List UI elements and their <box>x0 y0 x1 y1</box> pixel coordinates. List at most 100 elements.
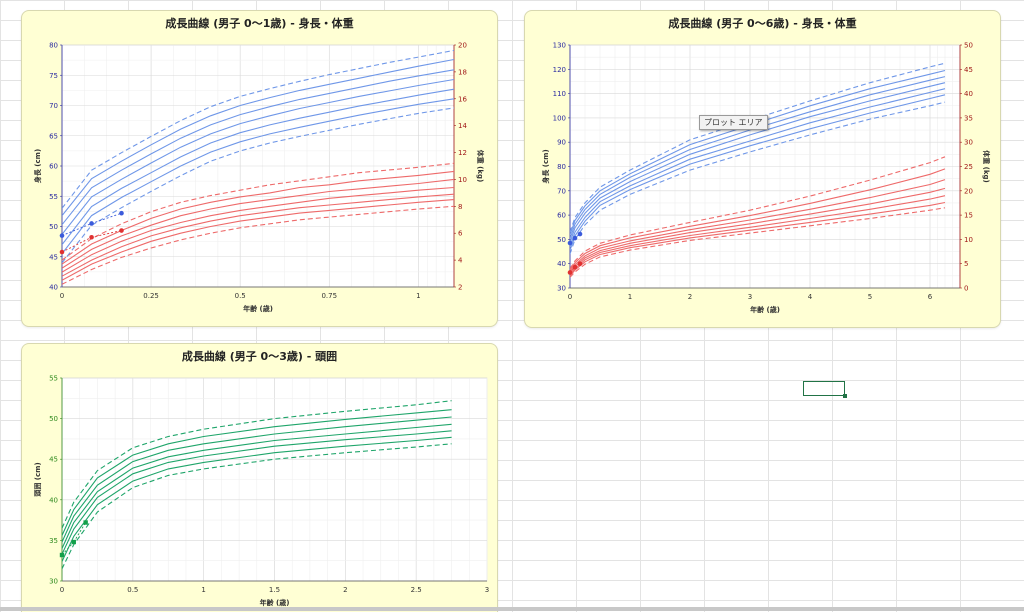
y2-tick-label: 20 <box>458 42 467 50</box>
weight-point <box>59 249 65 255</box>
y-tick-label: 130 <box>553 42 566 50</box>
y2-tick-label: 45 <box>964 66 973 74</box>
y2-tick-label: 30 <box>964 139 973 147</box>
x-tick-label: 3 <box>748 293 752 301</box>
y-tick-label: 45 <box>49 253 58 261</box>
x-axis-label: 年齢 (歳) <box>750 305 780 314</box>
y-tick-label: 75 <box>49 72 58 80</box>
chart-height-weight-0-1[interactable]: 成長曲線 (男子 0～1歳) - 身長・体重0 0.25 0.5 0.75 140455… <box>22 11 497 326</box>
y2-tick-label: 40 <box>964 90 973 98</box>
x-tick-label: 3 <box>485 586 489 594</box>
chart-panel-height-weight-0-1[interactable]: 成長曲線 (男子 0～1歳) - 身長・体重 0 0.25 0.5 0.75 1 40 45 5… <box>21 10 498 327</box>
y2-tick-label: 18 <box>458 68 467 76</box>
y2-tick-label: 15 <box>964 212 973 220</box>
height-percentile-line <box>570 62 946 233</box>
x-tick-label: 4 <box>808 293 813 301</box>
head-point-link <box>62 541 75 556</box>
x-tick-label: 2.5 <box>411 586 422 594</box>
weight-percentile-line <box>570 156 946 269</box>
series-group <box>62 49 454 285</box>
y-tick-label: 55 <box>49 193 58 201</box>
y-tick-label: 35 <box>49 537 58 545</box>
y-tick-label: 30 <box>49 578 58 586</box>
y2-tick-label: 4 <box>458 257 463 265</box>
x-tick-label: 1 <box>201 586 205 594</box>
chart-title: 成長曲線 (男子 0～3歳) - 頭囲 <box>182 349 337 363</box>
selected-cell[interactable] <box>803 381 847 398</box>
height-percentile-line <box>62 49 454 209</box>
weight-point <box>567 270 573 275</box>
y2-tick-label: 50 <box>964 42 973 50</box>
chart-head-circumference[interactable]: 成長曲線 (男子 0～3歳) - 頭囲 0 0.5 1 1.5 2 2.5 3 30 35 40 45… <box>22 344 497 612</box>
y-tick-label: 40 <box>49 284 58 292</box>
height-percentile-line <box>62 107 454 264</box>
y-tick-label: 50 <box>557 236 566 244</box>
y-tick-label: 60 <box>49 163 58 171</box>
y2-axis-label: 体重 (kg) <box>982 150 991 183</box>
weight-percentile-line <box>570 187 946 274</box>
y2-tick-label: 2 <box>458 284 462 292</box>
weight-point-link <box>62 236 92 253</box>
height-percentile-line <box>570 76 946 239</box>
height-percentile-line <box>62 69 454 226</box>
height-point <box>577 231 583 237</box>
chart-title: 成長曲線 (男子 0～1歳) - 身長・体重 <box>165 16 353 30</box>
height-percentile-line <box>570 88 946 247</box>
weight-point-link <box>91 230 122 238</box>
head-percentile-line <box>62 400 452 529</box>
height-percentile-line <box>570 101 946 255</box>
sheet-bottom-bar <box>0 607 1024 611</box>
x-tick-label: 2 <box>688 293 692 301</box>
y-tick-label: 65 <box>49 132 58 140</box>
y2-tick-label: 5 <box>964 260 968 268</box>
height-percentile-line <box>570 82 946 243</box>
head-point <box>59 552 65 558</box>
weight-point <box>89 234 94 240</box>
y-tick-label: 100 <box>553 114 566 122</box>
chart-panel-head-circumference[interactable]: 成長曲線 (男子 0～3歳) - 頭囲 0 0.5 1 1.5 2 2.5 3 30 35 40 45… <box>21 343 498 612</box>
chart-height-weight-0-6[interactable]: 成長曲線 (男子 0～6歳) - 身長・体重0 1 2 3 4 5 630405060708… <box>525 11 1000 327</box>
x-tick-label: 1.5 <box>269 586 280 594</box>
height-point <box>89 221 94 226</box>
chart-panel-height-weight-0-6[interactable]: 成長曲線 (男子 0～6歳) - 身長・体重 0 1 2 3 4 5 6 30 40 50 60 70 8… <box>524 10 1001 328</box>
y-tick-label: 80 <box>49 42 58 50</box>
head-point <box>83 520 88 525</box>
y-axis-label: 身長 (cm) <box>541 149 550 184</box>
height-point <box>567 240 573 246</box>
y2-axis-label: 体重 (kg) <box>476 150 485 183</box>
head-percentile-line <box>62 430 452 555</box>
weight-point <box>119 228 124 233</box>
x-tick-label: 2 <box>343 586 347 594</box>
y2-tick-label: 10 <box>458 176 467 184</box>
plot-area-tooltip: プロット エリア <box>699 115 768 130</box>
y-tick-label: 40 <box>49 496 58 504</box>
height-percentile-line <box>62 98 454 255</box>
height-point <box>119 210 124 216</box>
head-percentile-line <box>62 423 452 549</box>
x-tick-label: 0.5 <box>127 586 138 594</box>
weight-percentile-line <box>62 178 454 269</box>
weight-percentile-line <box>570 168 946 271</box>
y-tick-label: 55 <box>49 375 58 383</box>
y-tick-label: 45 <box>49 456 58 464</box>
series-group <box>570 62 946 278</box>
y2-tick-label: 12 <box>458 149 467 157</box>
weight-percentile-line <box>570 179 946 272</box>
y-tick-label: 70 <box>49 102 58 110</box>
fill-handle[interactable] <box>843 394 847 398</box>
head-percentile-line <box>62 443 452 570</box>
x-tick-label: 0.25 <box>143 292 159 300</box>
y2-tick-label: 20 <box>964 187 973 195</box>
x-tick-label: 0.5 <box>235 292 246 300</box>
y2-tick-label: 0 <box>964 285 968 293</box>
y2-tick-label: 6 <box>458 230 463 238</box>
height-percentile-line <box>62 58 454 216</box>
height-percentile-line <box>570 69 946 236</box>
y2-tick-label: 10 <box>964 236 973 244</box>
height-percentile-line <box>62 88 454 246</box>
x-axis-label: 年齢 (歳) <box>260 598 290 607</box>
height-point-link <box>91 212 122 224</box>
weight-percentile-line <box>570 207 946 278</box>
height-percentile-line <box>62 78 454 235</box>
y2-tick-label: 14 <box>458 122 467 130</box>
